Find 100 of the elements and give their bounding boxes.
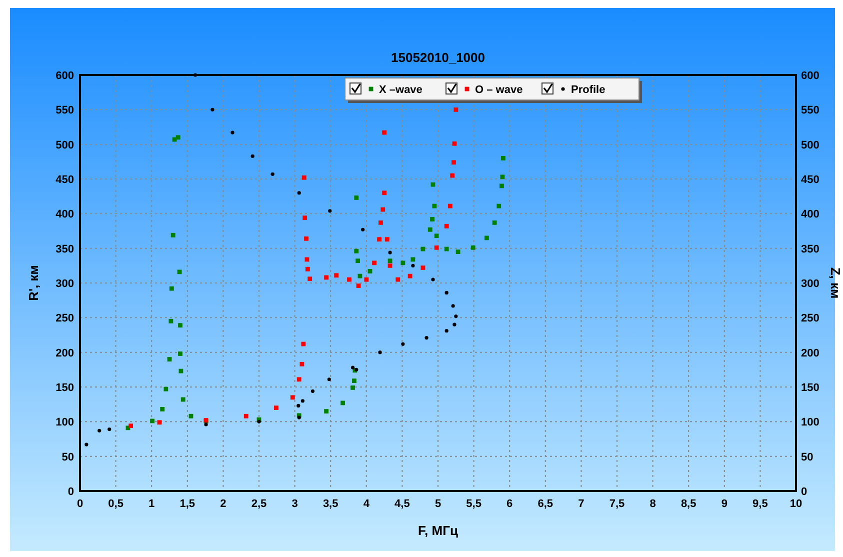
point xyxy=(361,228,365,232)
point xyxy=(444,224,449,228)
point xyxy=(304,236,308,241)
point xyxy=(301,342,306,346)
point xyxy=(432,204,437,208)
point xyxy=(300,362,304,366)
x-tick-label: 6,5 xyxy=(538,498,554,510)
point xyxy=(340,400,345,406)
point xyxy=(408,274,412,278)
point xyxy=(128,424,134,428)
point xyxy=(384,237,390,242)
point xyxy=(356,258,360,264)
x-tick-label: 0 xyxy=(76,498,84,510)
x-tick-label: 4 xyxy=(363,498,370,510)
x-tick-label: 5,5 xyxy=(466,498,482,510)
point xyxy=(434,245,439,250)
point xyxy=(334,273,339,278)
y2-axis-title: Z, км xyxy=(828,267,843,299)
point xyxy=(167,357,172,362)
point xyxy=(178,323,182,328)
point xyxy=(451,304,455,308)
x-tick-label: 7 xyxy=(578,498,584,510)
point xyxy=(210,108,214,112)
point xyxy=(168,318,174,324)
legend-label: O – wave xyxy=(475,84,523,96)
point xyxy=(150,418,155,424)
point xyxy=(380,207,386,212)
point xyxy=(98,428,102,432)
point xyxy=(297,191,301,195)
y-tick-label: 550 xyxy=(56,104,74,117)
point xyxy=(400,260,406,266)
point xyxy=(305,266,310,272)
y-tick-label: 300 xyxy=(56,278,74,290)
point xyxy=(372,260,376,266)
legend-label: Profile xyxy=(571,84,606,96)
point xyxy=(274,406,278,410)
point xyxy=(410,257,416,262)
point xyxy=(327,378,331,382)
x-tick-label: 0,5 xyxy=(108,498,124,510)
point xyxy=(444,246,449,252)
point xyxy=(164,386,168,392)
point xyxy=(230,130,234,134)
y-tick-label: 100 xyxy=(56,416,74,429)
point xyxy=(454,314,458,318)
y-tick-label: 600 xyxy=(56,70,74,82)
point xyxy=(444,329,448,333)
point xyxy=(430,217,434,222)
point xyxy=(160,406,165,412)
x-tick-label: 1,5 xyxy=(180,498,196,510)
point xyxy=(310,389,314,393)
point xyxy=(178,352,182,356)
point xyxy=(352,378,356,383)
y2-tick-label: 250 xyxy=(801,312,820,325)
y-tick-label: 150 xyxy=(56,382,74,394)
point xyxy=(347,277,352,282)
point xyxy=(424,336,428,340)
point xyxy=(302,175,306,180)
point xyxy=(452,141,457,146)
point xyxy=(377,237,382,242)
point xyxy=(470,245,476,250)
point xyxy=(270,172,274,176)
point xyxy=(431,278,435,282)
point xyxy=(204,422,208,426)
y2-tick-label: 500 xyxy=(801,139,820,152)
y2-tick-label: 400 xyxy=(801,208,820,221)
y2-tick-label: 300 xyxy=(801,278,820,290)
point xyxy=(378,220,383,225)
point xyxy=(350,385,355,390)
point xyxy=(411,264,415,268)
point xyxy=(388,250,392,254)
x-tick-label: 5 xyxy=(434,498,442,510)
point xyxy=(396,277,400,282)
x-axis-title: F, МГц xyxy=(418,523,458,538)
y-tick-label: 200 xyxy=(56,347,74,360)
point xyxy=(378,350,382,354)
point xyxy=(302,216,308,220)
x-tick-label: 4,5 xyxy=(394,498,410,510)
x-tick-label: 9 xyxy=(721,498,728,510)
point xyxy=(388,263,392,268)
y-tick-label: 450 xyxy=(56,174,74,186)
y2-tick-label: 100 xyxy=(801,416,820,429)
point xyxy=(450,173,455,178)
y-tick-label: 500 xyxy=(56,139,74,152)
x-tick-label: 2,5 xyxy=(251,498,267,510)
y2-tick-label: 600 xyxy=(801,70,820,82)
point xyxy=(448,204,452,208)
y2-tick-label: 50 xyxy=(801,451,814,464)
point xyxy=(250,154,254,158)
chart-title: 15052010_1000 xyxy=(391,50,485,65)
point xyxy=(388,258,392,264)
point xyxy=(257,420,261,424)
x-tick-label: 2 xyxy=(220,498,226,510)
point xyxy=(193,73,198,77)
point xyxy=(500,184,504,188)
point xyxy=(354,248,359,254)
x-tick-label: 8,5 xyxy=(680,498,696,510)
point xyxy=(484,236,489,240)
point xyxy=(169,286,174,291)
y-axis-title: R', км xyxy=(26,265,41,301)
point xyxy=(428,227,432,232)
